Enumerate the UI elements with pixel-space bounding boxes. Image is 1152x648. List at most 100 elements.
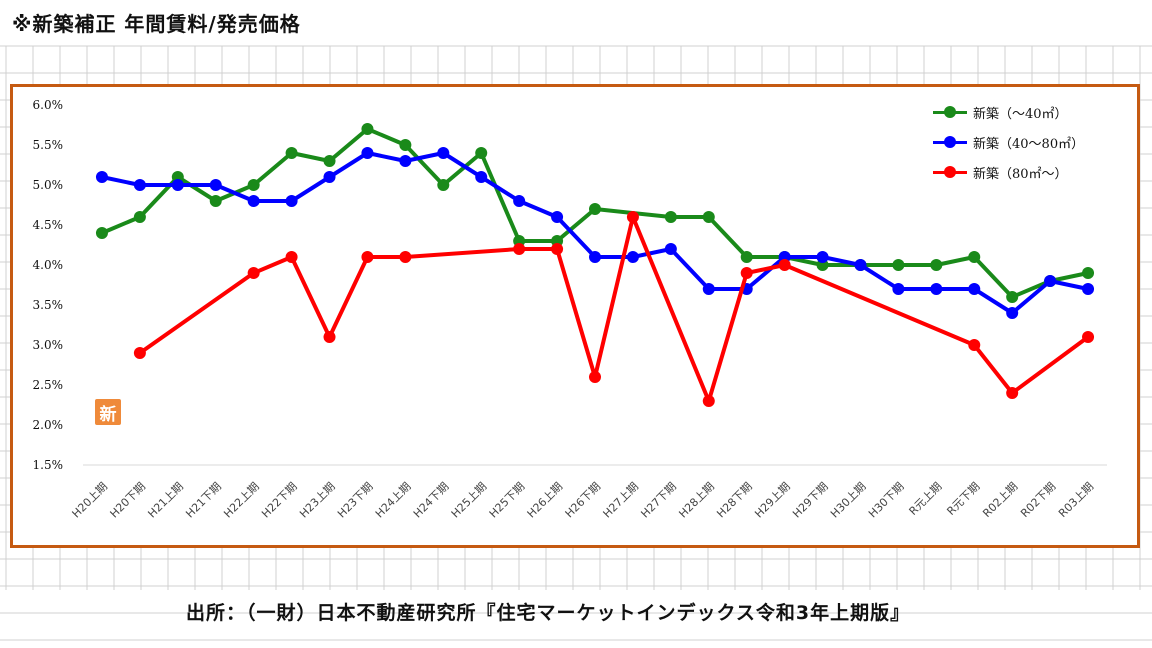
y-tick-label: 2.0% <box>33 418 64 432</box>
y-tick-label: 6.0% <box>33 98 64 112</box>
x-tick-label: H28下期 <box>714 480 755 521</box>
data-point <box>437 147 450 159</box>
legend-dot <box>944 136 956 148</box>
data-point <box>589 251 601 263</box>
legend-dot <box>944 166 956 178</box>
data-point <box>854 259 867 271</box>
data-point <box>285 251 298 263</box>
data-point <box>285 195 298 207</box>
y-tick-label: 4.0% <box>33 258 64 272</box>
data-point <box>626 251 639 263</box>
legend-marker-icon <box>931 106 969 118</box>
x-tick-label: H24下期 <box>411 480 452 521</box>
data-point <box>968 283 981 295</box>
data-point <box>247 195 260 207</box>
x-tick-label: H22下期 <box>259 480 300 521</box>
data-point <box>702 395 715 407</box>
legend-item: 新築（～40㎡） <box>931 97 1084 127</box>
x-tick-label: H27下期 <box>638 480 679 521</box>
data-point <box>437 179 450 191</box>
x-tick-label: R02下期 <box>1018 480 1058 520</box>
data-point <box>1006 307 1019 319</box>
legend-label: 新築（～40㎡） <box>973 106 1068 122</box>
x-tick-label: H22上期 <box>221 480 262 521</box>
x-tick-label: H21下期 <box>183 480 224 521</box>
data-point <box>323 155 336 167</box>
x-tick-label: H23下期 <box>335 480 376 521</box>
data-point <box>1006 291 1019 303</box>
data-point <box>626 211 639 223</box>
data-point <box>892 283 905 295</box>
x-tick-label: H21上期 <box>145 480 186 521</box>
x-tick-label: H29上期 <box>752 480 793 521</box>
data-point <box>513 243 526 255</box>
x-tick-label: R元下期 <box>944 480 982 518</box>
data-point <box>1006 387 1019 399</box>
data-point <box>513 195 526 207</box>
x-tick-label: H25下期 <box>487 480 528 521</box>
data-point <box>95 227 108 239</box>
data-point <box>589 371 601 383</box>
line-chart: 1.5% 2.0% 2.5% 3.0% 3.5% 4.0% 4.5% 5.0% 5.5% 6.0%… <box>33 98 1107 521</box>
data-point <box>740 251 753 263</box>
data-point <box>968 339 981 351</box>
data-point <box>133 179 146 191</box>
x-tick-label: H20下期 <box>108 480 149 521</box>
y-tick-label: 1.5% <box>33 458 64 472</box>
data-point <box>702 211 715 223</box>
x-tick-label: R03上期 <box>1056 480 1096 520</box>
x-tick-label: H24上期 <box>373 480 414 521</box>
data-point <box>209 179 222 191</box>
x-tick-label: H20上期 <box>70 480 111 521</box>
data-point <box>399 251 412 263</box>
y-tick-label: 5.5% <box>33 138 64 152</box>
y-tick-label: 2.5% <box>33 378 64 392</box>
data-point <box>551 211 564 223</box>
x-tick-label: H30下期 <box>866 480 907 521</box>
x-tick-label: R02上期 <box>980 480 1020 520</box>
legend-item: 新築（80㎡～） <box>931 157 1084 187</box>
data-point <box>361 147 374 159</box>
legend-label: 新築（80㎡～） <box>973 166 1068 182</box>
data-point <box>323 171 336 183</box>
x-tick-label: H30上期 <box>828 480 869 521</box>
data-point <box>778 259 791 271</box>
data-point <box>133 211 146 223</box>
data-point <box>1082 331 1095 343</box>
page-title: ※新築補正 年間賃料/発売価格 <box>12 12 301 36</box>
data-point <box>1044 275 1057 287</box>
legend-marker-icon <box>931 136 969 148</box>
x-tick-label: H23上期 <box>297 480 338 521</box>
chart-legend: 新築（～40㎡） 新築（40～80㎡） 新築（80㎡～） <box>931 97 1084 187</box>
y-tick-label: 3.0% <box>33 338 64 352</box>
data-point <box>475 147 488 159</box>
x-tick-label: H27上期 <box>601 480 642 521</box>
x-tick-label: H25上期 <box>449 480 490 521</box>
data-point <box>664 243 677 255</box>
x-tick-label: H28上期 <box>676 480 717 521</box>
data-point <box>285 147 298 159</box>
legend-dot <box>944 106 956 118</box>
data-point <box>399 155 412 167</box>
data-point <box>1082 283 1095 295</box>
y-tick-label: 4.5% <box>33 218 64 232</box>
data-point <box>892 259 905 271</box>
data-point <box>95 171 108 183</box>
data-point <box>702 283 715 295</box>
data-point <box>323 331 336 343</box>
data-point <box>816 251 829 263</box>
data-point <box>171 179 184 191</box>
data-point <box>133 347 146 359</box>
data-point <box>930 259 943 271</box>
series-line <box>138 215 1090 403</box>
data-point <box>551 243 564 255</box>
legend-item: 新築（40～80㎡） <box>931 127 1084 157</box>
x-tick-label: H29下期 <box>790 480 831 521</box>
data-point <box>664 211 677 223</box>
x-tick-label: R元上期 <box>907 480 945 518</box>
data-point <box>1082 267 1095 279</box>
y-tick-label: 3.5% <box>33 298 64 312</box>
data-point <box>475 171 488 183</box>
legend-label: 新築（40～80㎡） <box>973 136 1085 152</box>
series-line <box>101 127 1089 299</box>
